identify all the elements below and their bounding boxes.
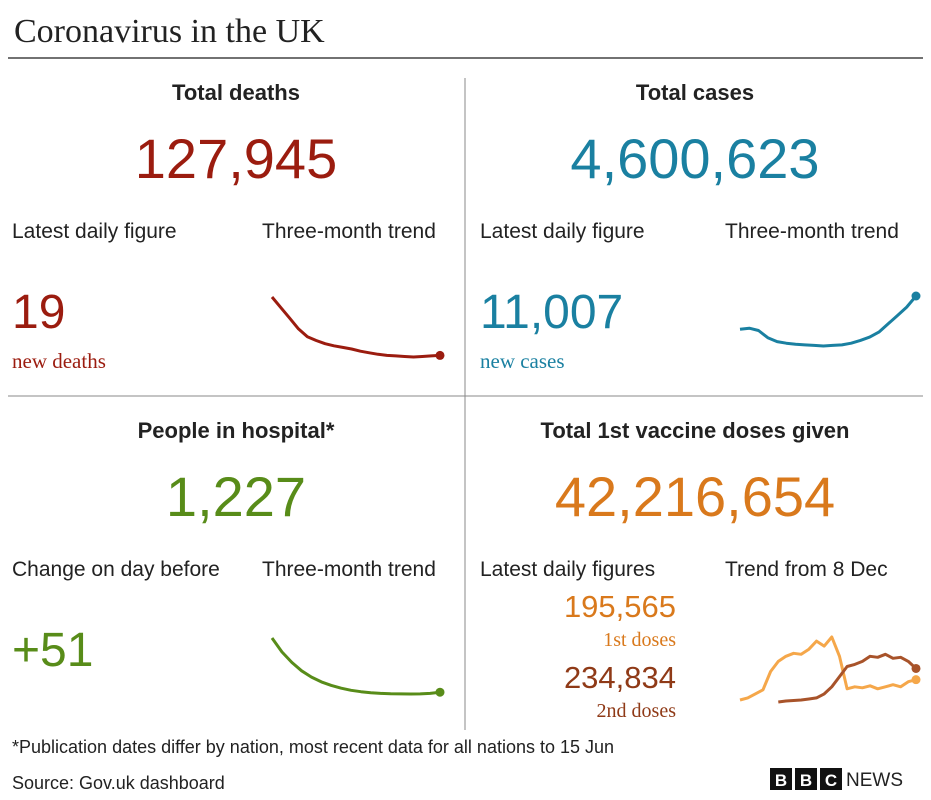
trend-end	[435, 687, 445, 697]
panel-total: 1,227	[166, 465, 306, 528]
trend-line	[739, 635, 917, 702]
panel-total: 127,945	[135, 127, 337, 190]
latest-unit: new cases	[480, 349, 565, 373]
latest-label: 2nd doses	[597, 700, 677, 722]
label: Latest daily figure	[12, 220, 177, 243]
label: Three-month trend	[262, 220, 436, 243]
logo-letter: B	[775, 771, 787, 790]
source: Source: Gov.uk dashboard	[12, 773, 225, 793]
latest-value: 195,565	[564, 589, 676, 624]
trend-end	[911, 675, 921, 685]
trend-line	[739, 295, 918, 348]
trend-end	[911, 663, 921, 673]
latest-label: 1st doses	[603, 629, 676, 651]
panel-heading: Total 1st vaccine doses given	[541, 418, 850, 443]
label: Three-month trend	[725, 220, 899, 243]
logo-letter: B	[800, 771, 812, 790]
latest-value: +51	[12, 624, 93, 677]
footnote: *Publication dates differ by nation, mos…	[12, 737, 614, 757]
panel-total: 4,600,623	[570, 127, 819, 190]
trend-line	[270, 296, 441, 359]
label: Change on day before	[12, 558, 220, 581]
trend-end	[435, 350, 445, 360]
panel-heading: Total cases	[636, 80, 754, 105]
logo-block	[795, 768, 817, 790]
latest-value: 234,834	[564, 660, 676, 695]
latest-value: 11,007	[480, 286, 623, 339]
page-title: Coronavirus in the UK	[14, 13, 325, 50]
label: Latest daily figure	[480, 220, 645, 243]
panel-heading: Total deaths	[172, 80, 300, 105]
trend-line	[778, 652, 918, 704]
logo-letter: C	[825, 771, 837, 790]
latest-value: 19	[12, 286, 65, 339]
trend-end	[911, 291, 921, 301]
panel-total: 42,216,654	[555, 465, 835, 528]
label: Latest daily figures	[480, 558, 655, 581]
label: Trend from 8 Dec	[725, 558, 888, 581]
logo-block	[770, 768, 792, 790]
logo-news: NEWS	[846, 770, 903, 791]
logo-block	[820, 768, 842, 790]
panel-heading: People in hospital*	[138, 418, 335, 443]
label: Three-month trend	[262, 558, 436, 581]
trend-line	[270, 637, 441, 696]
latest-unit: new deaths	[12, 349, 106, 373]
